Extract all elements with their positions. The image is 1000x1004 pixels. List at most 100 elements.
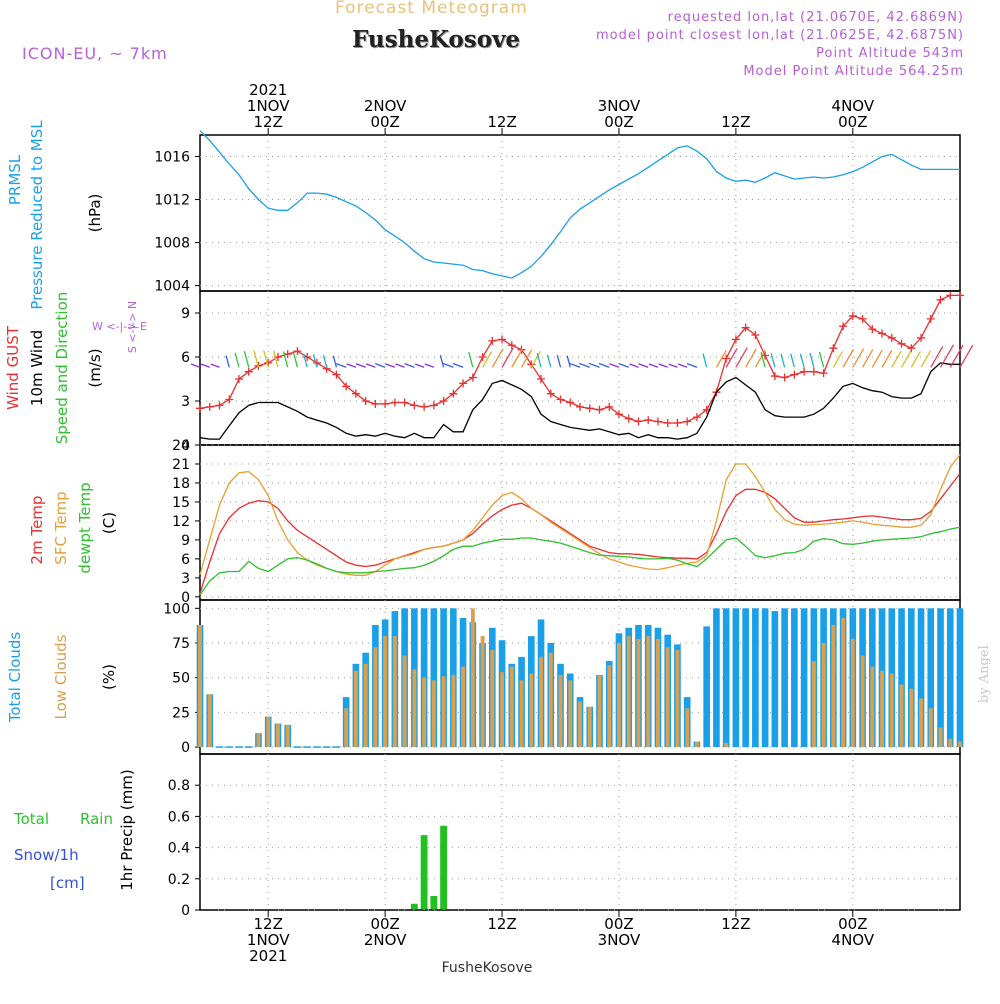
wind-direction-arrow: [253, 350, 260, 368]
total-cloud-bar: [898, 608, 905, 748]
wind-ytick-label: 0: [181, 438, 190, 454]
low-cloud-bar: [539, 656, 543, 748]
top-time-label: 12Z: [487, 113, 516, 131]
wind-direction-arrow: [658, 363, 668, 368]
total-cloud-bar: [713, 608, 720, 748]
wind-ytick-label: 3: [181, 394, 190, 410]
wind-gust-point: [332, 370, 341, 379]
temperature-ytick-label: 9: [181, 533, 190, 549]
bottom-time-label: 00Z: [604, 915, 633, 933]
low-cloud-bar: [831, 624, 836, 748]
wind-direction-arrow: [588, 362, 600, 368]
wind-gust-point: [429, 401, 438, 410]
wind-gust-point: [653, 417, 662, 426]
wind-gust-point: [614, 410, 623, 419]
low-cloud-bar: [578, 701, 582, 748]
low-cloud-bar: [626, 636, 631, 748]
temperature-ytick-label: 15: [172, 495, 190, 511]
wind-direction-arrow: [225, 355, 230, 368]
wind-gust-point: [468, 373, 477, 382]
low-cloud-bar: [860, 655, 865, 748]
clouds-ytick-label: 75: [172, 636, 190, 652]
wind-direction-arrow: [210, 363, 220, 368]
wind-direction-arrow: [920, 350, 932, 368]
wind-direction-arrow: [609, 363, 620, 368]
wind-gust-point: [585, 404, 594, 413]
wind-direction-arrow: [578, 362, 590, 368]
point-altitude: Point Altitude 543m: [816, 46, 964, 61]
wind-gust-point: [624, 414, 633, 423]
wind-gust-point: [293, 347, 302, 356]
wind-direction-arrow: [566, 355, 571, 368]
wind-gust-point: [507, 341, 516, 350]
wind-gust-point: [439, 397, 448, 405]
top-time-label: 3NOV: [598, 97, 641, 115]
top-time-label: 4NOV: [832, 97, 875, 115]
low-cloud-bar: [909, 688, 914, 748]
low-cloud-bar: [276, 723, 280, 748]
low-cloud-bar: [821, 643, 826, 748]
wind-direction-arrow: [200, 363, 210, 368]
compass-we: W <-|-> E: [92, 320, 147, 333]
low-cloud-bar: [646, 636, 651, 748]
clouds-ytick-label: 0: [181, 740, 190, 756]
rain-bar: [410, 903, 418, 910]
wind-unit-label: (m/s): [86, 348, 104, 387]
low-cloud-bar: [607, 665, 612, 748]
low-cloud-bar: [568, 680, 573, 748]
precip-label-rain: Rain: [80, 810, 113, 828]
top-time-label: 1NOV: [247, 97, 290, 115]
wind-speed-line: [199, 362, 960, 440]
low-cloud-bar: [207, 694, 212, 748]
low-cloud-bar: [490, 649, 495, 748]
wind-gust-point: [576, 402, 584, 411]
wind-gust-point: [605, 402, 614, 411]
wind-gust-point: [692, 413, 701, 422]
wind-gust-point: [342, 382, 351, 391]
bottom-time-label: 1NOV: [247, 931, 290, 949]
total-cloud-bar: [742, 608, 749, 748]
model-label: ICON-EU, ~ 7km: [22, 44, 168, 63]
low-cloud-bar: [841, 618, 846, 748]
compass-sn: S <-|-> N: [126, 301, 139, 353]
low-cloud-bar: [353, 670, 358, 748]
wind-gust-point: [946, 291, 955, 300]
wind-direction-arrow: [735, 347, 748, 368]
low-cloud-bar: [675, 649, 680, 748]
wind-gust-point: [897, 339, 906, 348]
wind-direction-arrow: [629, 363, 639, 368]
low-cloud-bar: [519, 680, 524, 748]
precipitation-ytick-label: 0.8: [168, 778, 190, 794]
wind-gust-point: [215, 401, 224, 410]
total-cloud-bar: [937, 608, 944, 748]
wind-gust-point: [790, 370, 799, 379]
wind-gust-point: [819, 369, 828, 378]
pressure-frame: [199, 134, 961, 292]
wind-direction-arrow: [468, 351, 474, 368]
temperature-ytick-label: 12: [172, 514, 190, 530]
wind-direction-arrow: [190, 363, 201, 368]
precipitation-ytick-label: 0.6: [168, 809, 190, 825]
low-cloud-bar: [500, 672, 504, 748]
low-cloud-bar: [392, 636, 397, 748]
wind-direction-arrow: [702, 353, 708, 368]
wind-direction-arrow: [910, 351, 921, 368]
wind-gust-point: [595, 405, 604, 414]
wind-direction-arrow: [598, 362, 610, 368]
bottom-time-label: 3NOV: [598, 931, 641, 949]
wind-gust-point: [634, 417, 643, 426]
wind-gust-point: [770, 372, 779, 381]
low-cloud-bar: [636, 638, 641, 748]
wind-gust-point: [390, 398, 399, 407]
wind-gust-point: [225, 395, 234, 404]
wind-gust-point: [673, 419, 682, 427]
wind-direction-arrow: [365, 363, 376, 368]
wind-direction-arrow: [530, 350, 542, 368]
wind-gust-point: [351, 389, 360, 398]
precipitation-ytick-label: 0: [181, 903, 190, 919]
precipitation-frame: [199, 753, 961, 911]
low-cloud-bar: [597, 674, 602, 748]
low-cloud-bar: [441, 676, 446, 748]
wind-direction-arrow: [832, 351, 844, 368]
wind-direction-arrow: [891, 350, 902, 368]
